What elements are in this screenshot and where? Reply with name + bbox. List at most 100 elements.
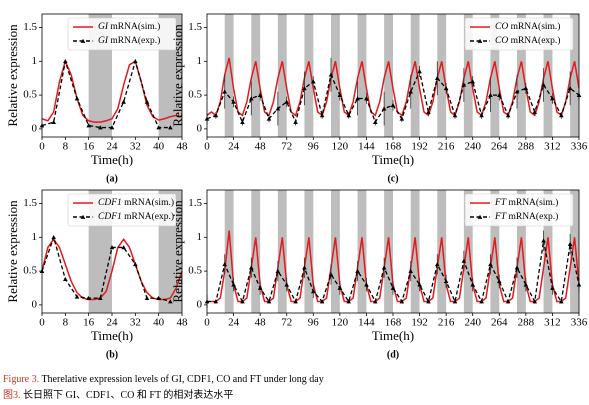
exp-point	[514, 265, 520, 270]
exp-point	[63, 276, 68, 282]
dark-period	[224, 14, 234, 137]
exp-point	[505, 299, 511, 304]
exp-point	[121, 99, 126, 104]
legend-marker	[80, 214, 86, 219]
exp-point	[133, 59, 138, 64]
exp-point	[302, 86, 307, 91]
dark-period	[570, 14, 579, 137]
legend-box	[464, 17, 574, 51]
x-tick-label: 32	[130, 141, 141, 153]
y-axis-label: Relative expression	[170, 24, 185, 127]
exp-point	[257, 92, 263, 97]
x-tick-label: 72	[281, 141, 292, 153]
dark-period	[357, 190, 367, 313]
exp-point	[417, 69, 422, 74]
y-tick-label: 1.5	[23, 21, 37, 33]
x-tick-label: 96	[308, 141, 320, 153]
exp-point	[496, 278, 502, 284]
dark-period	[277, 190, 287, 313]
exp-point	[240, 119, 245, 124]
y-tick-label: 1.5	[188, 21, 202, 33]
dark-period	[224, 190, 234, 313]
exp-point	[293, 119, 298, 124]
dark-period	[277, 14, 287, 137]
exp-point	[488, 92, 493, 97]
exp-point	[168, 299, 173, 304]
exp-point	[567, 86, 573, 91]
dark-period	[490, 14, 500, 137]
exp-point	[168, 125, 173, 130]
exp-point	[257, 285, 263, 290]
x-axis-label: Time(h)	[372, 328, 414, 343]
x-tick-label: 264	[491, 317, 508, 329]
y-tick-label: 0.5	[188, 265, 202, 277]
exp-point	[346, 299, 352, 304]
x-tick-label: 216	[438, 141, 455, 153]
legend-marker	[80, 38, 86, 43]
x-tick-label: 16	[83, 317, 95, 329]
exp-point	[488, 262, 493, 267]
exp-point	[364, 282, 369, 287]
caption-label: 图3.	[3, 389, 21, 401]
dark-period	[437, 14, 447, 137]
exp-point	[86, 295, 91, 300]
exp-point	[109, 245, 115, 250]
dark-period	[410, 14, 420, 137]
exp-point	[86, 123, 91, 128]
x-tick-label: 0	[39, 141, 45, 153]
x-tick-label: 288	[518, 141, 535, 153]
exp-point	[479, 299, 484, 304]
exp-point	[372, 119, 378, 124]
x-tick-label: 312	[544, 317, 561, 329]
exp-point	[514, 89, 520, 94]
dark-period	[251, 190, 261, 313]
exp-point	[426, 299, 431, 304]
exp-point	[461, 258, 467, 263]
exp-point	[523, 86, 529, 91]
exp-point	[319, 113, 325, 118]
x-tick-label: 40	[153, 141, 165, 153]
y-tick-label: 0	[32, 122, 38, 134]
panel-label: (d)	[387, 349, 399, 360]
x-tick-label: 48	[255, 317, 267, 329]
y-tick-label: 1.5	[188, 197, 202, 209]
exp-point	[144, 295, 150, 300]
exp-point	[248, 96, 254, 101]
exp-point	[319, 299, 325, 304]
x-tick-label: 0	[39, 317, 45, 329]
exp-point	[390, 285, 396, 290]
dark-period	[331, 190, 340, 313]
exp-point	[541, 82, 546, 87]
exp-point	[470, 79, 476, 84]
exp-point	[231, 282, 236, 287]
x-tick-label: 0	[204, 141, 210, 153]
exp-point	[372, 299, 378, 304]
dark-period	[384, 14, 393, 137]
dark-period	[304, 190, 314, 313]
exp-point	[284, 282, 290, 287]
exp-point	[558, 299, 564, 304]
x-tick-label: 192	[411, 317, 428, 329]
exp-point	[381, 265, 387, 270]
dark-period	[490, 190, 500, 313]
legend-box	[464, 193, 574, 227]
x-tick-label: 240	[464, 141, 481, 153]
y-tick-label: 1	[197, 231, 203, 243]
x-tick-label: 336	[571, 317, 588, 329]
exp-point	[355, 268, 360, 273]
exp-point	[293, 299, 298, 304]
x-axis-label: Time(h)	[91, 152, 133, 167]
dark-period	[410, 190, 420, 313]
x-tick-label: 312	[544, 141, 561, 153]
exp-point	[310, 289, 316, 294]
y-axis-label: Relative expression	[5, 24, 20, 127]
exp-point	[399, 116, 405, 121]
caption-text: Therelative expression levels of GI, CDF…	[41, 374, 323, 385]
x-tick-label: 24	[107, 141, 119, 153]
x-tick-label: 336	[571, 141, 588, 153]
legend-label: CO mRNA(sim.)	[495, 21, 560, 32]
x-tick-label: 120	[332, 141, 349, 153]
x-tick-label: 96	[308, 317, 320, 329]
y-tick-label: 1	[32, 55, 38, 67]
